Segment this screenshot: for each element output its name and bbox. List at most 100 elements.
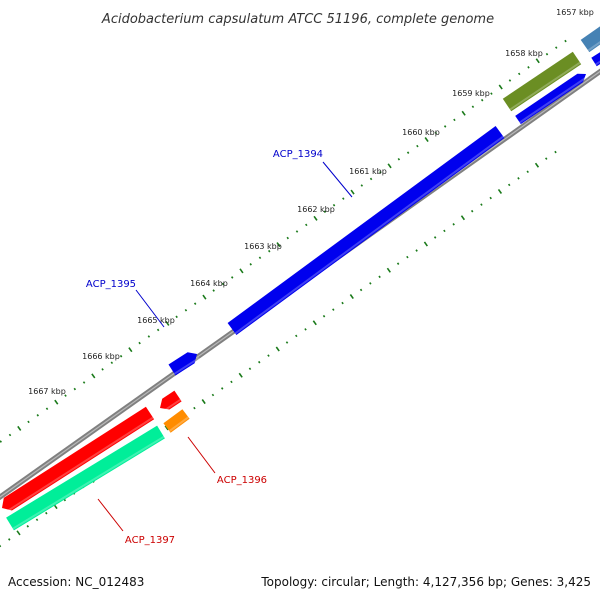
major-tick-mark — [534, 162, 540, 168]
major-tick-mark — [202, 294, 207, 300]
major-tick-mark — [238, 372, 243, 378]
minor-tick-mark — [147, 335, 151, 338]
gene-blue-inner[interactable] — [515, 73, 589, 125]
gene-acp-1394[interactable] — [227, 126, 505, 335]
tick-label: 1660 kbp — [402, 128, 440, 137]
major-tick-mark — [460, 215, 466, 221]
minor-tick-mark — [332, 203, 336, 207]
gene-acp-1396-small[interactable] — [160, 390, 182, 413]
gene-label[interactable]: ACP_1397 — [125, 535, 175, 546]
minor-tick-mark — [119, 354, 123, 358]
tick-label: 1663 kbp — [244, 242, 282, 251]
genome-title: Acidobacterium capsulatum ATCC 51196, co… — [101, 12, 494, 27]
gene-acp-1396-small-body — [160, 390, 182, 410]
gene-acp-1395[interactable] — [168, 352, 200, 376]
accession-label: Accession: NC_012483 — [8, 575, 144, 589]
callout-leader-line — [97, 498, 124, 532]
minor-tick-mark — [527, 66, 530, 69]
minor-tick-mark — [26, 525, 30, 528]
gene-blue-inner-body — [515, 73, 586, 125]
minor-tick-mark — [490, 92, 493, 95]
callout-acp-1395[interactable]: ACP_1395 — [86, 279, 165, 328]
gene-acp-1394-body — [227, 126, 505, 335]
gene-features — [2, 26, 600, 531]
gene-blue-edge-body — [591, 52, 600, 67]
callout-acp-1397[interactable]: ACP_1397 — [97, 498, 175, 546]
major-tick-mark — [498, 84, 503, 90]
gene-steel[interactable] — [580, 26, 600, 53]
minor-tick-mark — [248, 367, 252, 371]
minor-tick-mark — [443, 229, 446, 233]
minor-tick-mark — [285, 341, 289, 344]
minor-tick-mark — [379, 171, 382, 174]
minor-tick-mark — [453, 118, 456, 122]
minor-tick-mark — [507, 183, 511, 187]
gene-label[interactable]: ACP_1395 — [86, 279, 136, 290]
minor-tick-mark — [415, 249, 418, 252]
gene-acp-1397[interactable] — [6, 425, 165, 531]
major-tick-mark — [423, 241, 428, 247]
major-tick-mark — [461, 110, 466, 116]
minor-tick-mark — [138, 341, 141, 345]
callout-leader-line — [135, 289, 165, 328]
minor-tick-mark — [36, 414, 40, 417]
major-tick-mark — [387, 163, 392, 169]
minor-tick-mark — [295, 230, 299, 233]
minor-tick-mark — [443, 125, 447, 128]
minor-tick-mark — [304, 328, 307, 331]
minor-tick-mark — [406, 151, 410, 154]
minor-tick-mark — [554, 150, 557, 154]
callout-leader-line — [187, 436, 216, 474]
callout-acp-1396[interactable]: ACP_1396 — [187, 436, 267, 486]
minor-tick-mark — [230, 380, 233, 384]
gene-olive[interactable] — [502, 51, 582, 112]
major-tick-mark — [386, 267, 391, 273]
major-tick-mark — [164, 425, 169, 431]
gene-label[interactable]: ACP_1396 — [217, 475, 267, 486]
minor-tick-mark — [341, 301, 344, 305]
major-tick-mark — [128, 347, 133, 353]
minor-tick-mark — [305, 223, 308, 227]
gene-blue-edge[interactable] — [591, 51, 600, 67]
minor-tick-mark — [258, 360, 261, 364]
minor-tick-mark — [220, 387, 224, 390]
gene-olive-body — [502, 51, 582, 112]
callout-acp-1394[interactable]: ACP_1394 — [273, 149, 353, 198]
minor-tick-mark — [378, 275, 381, 279]
minor-tick-mark — [27, 420, 30, 424]
minor-tick-mark — [369, 177, 373, 181]
minor-tick-mark — [517, 72, 521, 76]
minor-tick-mark — [295, 334, 298, 338]
minor-tick-mark — [221, 282, 225, 286]
major-tick-mark — [312, 320, 317, 326]
major-tick-mark — [275, 346, 280, 352]
major-tick-mark — [349, 294, 354, 300]
minor-tick-mark — [73, 387, 77, 391]
gene-blue-inner-shine — [519, 75, 589, 124]
tick-label: 1665 kbp — [137, 316, 175, 325]
minor-tick-mark — [434, 131, 438, 135]
major-tick-mark — [497, 188, 503, 194]
gene-steel-body — [580, 26, 600, 53]
major-tick-mark — [239, 268, 244, 274]
minor-tick-mark — [110, 361, 114, 365]
minor-tick-mark — [8, 538, 11, 541]
gene-orange[interactable] — [163, 409, 190, 433]
major-tick-mark — [313, 215, 318, 221]
minor-tick-mark — [267, 354, 270, 357]
gene-acp-1394-shine — [234, 135, 504, 335]
gene-acp-1395-body — [168, 352, 197, 376]
gene-label[interactable]: ACP_1394 — [273, 149, 323, 160]
major-tick-mark — [201, 399, 206, 405]
minor-tick-mark — [397, 157, 401, 161]
minor-tick-mark — [211, 393, 215, 397]
minor-tick-mark — [8, 433, 12, 437]
minor-tick-mark — [175, 315, 178, 319]
gene-acp-1396-long[interactable] — [2, 406, 155, 514]
minor-tick-mark — [489, 196, 492, 200]
minor-tick-mark — [230, 276, 234, 279]
genome-summary: Topology: circular; Length: 4,127,356 bp… — [260, 575, 591, 589]
gene-acp-1396-long-body — [2, 406, 155, 511]
major-tick-mark — [350, 189, 355, 195]
minor-tick-mark — [0, 440, 2, 443]
